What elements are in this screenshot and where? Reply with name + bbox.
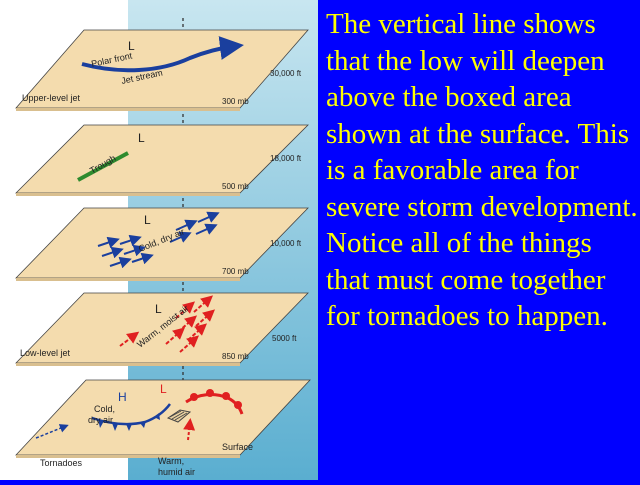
warm-humid-arrow xyxy=(183,418,196,441)
boxed-area-hatch xyxy=(169,410,188,421)
low-label-trough: L xyxy=(138,131,145,145)
layer-cold: L Cold, dry air 10,000 ft 700 mb xyxy=(15,207,309,281)
boxed-area-hatch-line xyxy=(169,410,182,418)
warm-arrow xyxy=(175,301,196,319)
low-level-jet-label: Low-level jet xyxy=(20,348,71,358)
cold-front-triangle xyxy=(98,419,104,428)
low-label-warm: L xyxy=(155,302,162,316)
altitude-18000: 18,000 ft xyxy=(270,154,302,163)
surface-cold-label-2: dry air xyxy=(88,415,113,425)
cold-front-triangle xyxy=(140,421,146,428)
surface-cold-label-1: Cold, xyxy=(94,404,115,414)
plane-warm-edge xyxy=(16,363,240,366)
surface-level-label: Surface xyxy=(222,442,253,452)
pressure-700mb: 700 mb xyxy=(222,267,249,276)
pressure-500mb: 500 mb xyxy=(222,182,249,191)
altitude-5000: 5000 ft xyxy=(272,334,297,343)
low-label-surface: L xyxy=(160,382,167,396)
tornadoes-label: Tornadoes xyxy=(40,458,83,468)
cold-front-triangle xyxy=(126,424,132,431)
cold-arrow xyxy=(197,211,220,223)
warm-arrow xyxy=(179,335,200,353)
plane-upper-edge xyxy=(16,108,240,111)
warm-arrow xyxy=(193,295,214,313)
trough-line xyxy=(77,151,129,182)
layer-upper: L Polar front Jet stream Upper-level jet… xyxy=(15,29,309,111)
warm-front-bump xyxy=(206,389,214,397)
boxed-area-hatch-line xyxy=(171,411,185,420)
cold-arrow xyxy=(119,234,142,247)
surface-warm-label-2: humid air xyxy=(158,467,195,477)
layer-warm: L Warm, moist air Low-level jet 5000 ft … xyxy=(15,292,309,366)
cold-arrow xyxy=(131,252,154,265)
upper-level-jet-label: Upper-level jet xyxy=(22,93,81,103)
pressure-850mb: 850 mb xyxy=(222,352,249,361)
warm-air-arrows xyxy=(119,295,216,353)
altitude-30000: 30,000 ft xyxy=(270,69,302,78)
warm-front-bump xyxy=(222,392,230,400)
plane-surface-edge xyxy=(16,455,240,458)
layer-surface: H L Cold, dry air xyxy=(15,379,311,477)
cold-front-triangles xyxy=(98,413,160,431)
cold-front-triangle xyxy=(112,423,118,431)
boxed-area-hatch-line xyxy=(174,412,188,421)
low-label-cold: L xyxy=(144,213,151,227)
cold-arrow xyxy=(175,219,198,231)
altitude-10000: 10,000 ft xyxy=(270,239,302,248)
surface-warm-label-1: Warm, xyxy=(158,456,184,466)
warm-front-bump xyxy=(190,393,198,401)
pressure-300mb: 300 mb xyxy=(222,97,249,106)
boxed-area xyxy=(166,409,192,423)
cold-arrow xyxy=(123,244,146,257)
cold-arrow xyxy=(97,236,120,249)
warm-front-bump xyxy=(234,401,242,409)
high-label-surface: H xyxy=(118,390,127,404)
cold-arrow xyxy=(109,256,132,269)
cold-air-arrows xyxy=(97,211,220,269)
jet-stream-arrow xyxy=(81,36,244,73)
cold-front-triangle xyxy=(154,413,160,420)
cold-arrow xyxy=(169,231,192,243)
cold-arrow xyxy=(101,246,124,259)
layer-trough: L Trough 18,000 ft 500 mb xyxy=(15,124,309,196)
diagram-svg: L Polar front Jet stream Upper-level jet… xyxy=(0,0,318,480)
caption-text: The vertical line shows that the low wil… xyxy=(326,8,638,332)
plane-trough-edge xyxy=(16,193,240,196)
warm-front-bumps xyxy=(190,389,242,409)
weather-layers-diagram: L Polar front Jet stream Upper-level jet… xyxy=(0,0,318,480)
warm-arrow xyxy=(165,327,186,345)
low-label-upper: L xyxy=(128,39,135,53)
warm-arrow xyxy=(119,331,140,347)
plane-cold-edge xyxy=(16,278,240,281)
cold-arrow xyxy=(195,223,218,235)
cold-dry-arrow xyxy=(35,424,69,439)
